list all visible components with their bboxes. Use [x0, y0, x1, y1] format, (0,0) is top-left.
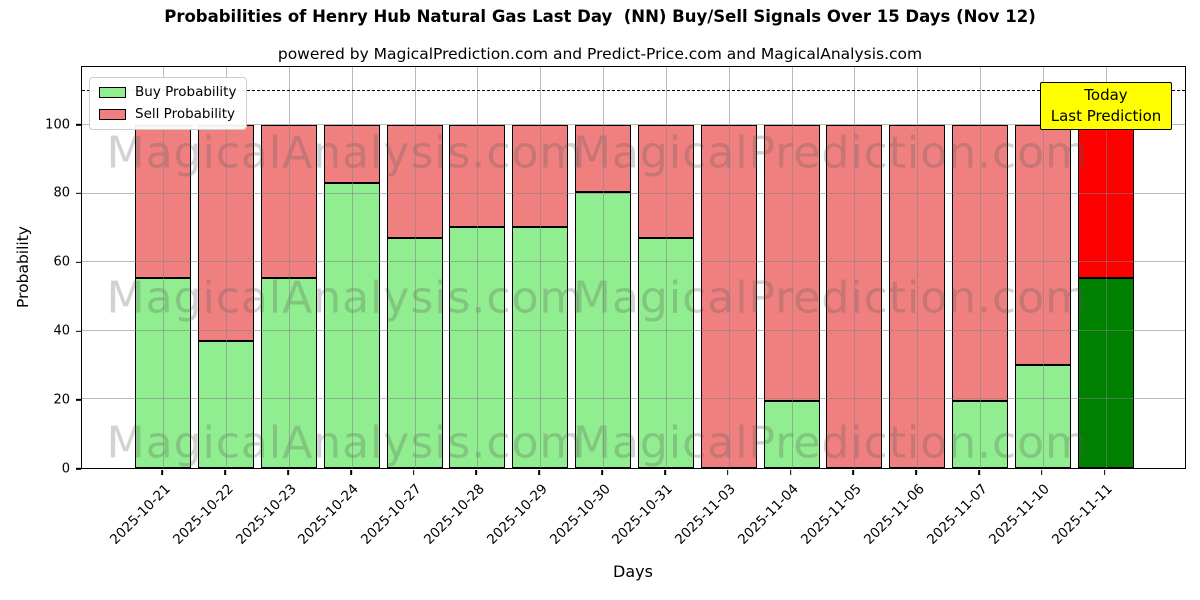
v-gridline [791, 67, 793, 468]
x-tick-label-text: 2025-10-28 [420, 481, 488, 548]
watermark-text: MagicalPrediction.com [573, 272, 1089, 324]
h-gridline [82, 398, 1185, 400]
v-gridline [1042, 67, 1044, 468]
v-gridline [163, 67, 165, 468]
x-tick [538, 470, 541, 475]
legend-swatch-sell [99, 108, 126, 120]
today-annotation-line: Today [1084, 86, 1128, 104]
watermark-text: MagicalPrediction.com [573, 127, 1089, 179]
x-tick-label-text: 2025-10-29 [483, 481, 551, 548]
legend-label: Buy Probability [135, 84, 237, 100]
v-gridline [917, 67, 919, 468]
watermark-text: MagicalPrediction.com [573, 417, 1089, 469]
y-tick [76, 123, 81, 126]
v-gridline [477, 67, 479, 468]
today-annotation: Today Last Prediction [1040, 82, 1172, 131]
watermark-text: MagicalAnalysis.com [106, 272, 584, 324]
x-tick-label-text: 2025-10-31 [609, 481, 677, 548]
watermark-text: MagicalAnalysis.com [106, 127, 584, 179]
legend-item: Sell Probability [99, 106, 236, 122]
legend-item: Buy Probability [99, 84, 236, 100]
y-tick-label: 60 [53, 254, 70, 270]
x-axis-label: Days [613, 562, 653, 581]
v-gridline [854, 67, 856, 468]
x-tick [601, 470, 603, 475]
v-gridline [351, 67, 353, 468]
x-tick [287, 470, 289, 475]
x-tick [224, 470, 227, 475]
y-tick-label: 40 [53, 323, 70, 339]
x-tick-label-text: 2025-11-03 [672, 481, 740, 548]
x-tick [726, 470, 729, 475]
x-tick [915, 470, 917, 475]
y-tick [76, 468, 81, 470]
x-tick [852, 470, 855, 475]
grid-layer [82, 67, 1185, 468]
x-tick [1103, 470, 1106, 475]
y-tick-label: 100 [45, 117, 70, 133]
y-tick-label: 20 [53, 392, 70, 408]
legend: Buy Probability Sell Probability [89, 77, 248, 130]
x-tick-label-text: 2025-10-21 [106, 481, 174, 548]
chart-title: Probabilities of Henry Hub Natural Gas L… [164, 7, 1036, 26]
plot-area: Buy Probability Sell Probability Today L… [81, 66, 1186, 469]
x-tick-label-text: 2025-11-10 [986, 481, 1054, 548]
x-tick-label-text: 2025-10-24 [295, 481, 363, 548]
x-tick-label-text: 2025-11-06 [860, 481, 928, 548]
x-tick-label-text: 2025-10-27 [358, 481, 425, 548]
x-tick [412, 470, 415, 475]
x-tick-label-text: 2025-11-11 [1049, 481, 1116, 548]
x-tick-label-text: 2025-10-30 [546, 481, 614, 548]
today-annotation-line: Last Prediction [1050, 106, 1162, 125]
x-tick [350, 470, 352, 475]
x-tick [1040, 470, 1043, 475]
v-gridline [540, 67, 542, 468]
y-tick [76, 399, 81, 401]
y-axis: 0 20 40 60 80 100 [0, 66, 81, 476]
legend-label: Sell Probability [135, 106, 236, 122]
v-gridline [289, 67, 291, 468]
v-gridline [979, 67, 981, 468]
x-tick-label-text: 2025-10-22 [169, 481, 237, 548]
x-tick-label-text: 2025-11-04 [735, 481, 802, 548]
v-gridline [728, 67, 730, 468]
x-tick-label-text: 2025-11-05 [797, 481, 865, 548]
x-tick-label-text: 2025-11-07 [923, 481, 991, 548]
y-tick-label: 0 [61, 461, 70, 477]
legend-swatch-buy [99, 86, 126, 98]
h-gridline [82, 124, 1185, 126]
h-gridline [82, 261, 1185, 263]
y-tick [76, 192, 81, 195]
x-tick [789, 470, 792, 475]
x-axis: 2025-10-21 2025-10-22 2025-10-23 2025-10-24… [81, 470, 1186, 595]
h-gridline [82, 192, 1185, 194]
y-axis-label: Probability [14, 226, 32, 308]
y-tick [76, 330, 81, 333]
threshold-dashline [82, 90, 1185, 91]
watermark-layer: MagicalAnalysis.com MagicalPrediction.com… [82, 67, 1185, 469]
y-tick [76, 261, 81, 264]
v-gridline [665, 67, 667, 468]
x-tick [475, 470, 478, 475]
v-gridline [1105, 67, 1107, 468]
y-tick-label: 80 [53, 185, 70, 201]
x-tick [664, 470, 666, 475]
x-tick [161, 470, 164, 475]
v-gridline [603, 67, 605, 468]
h-gridline [82, 329, 1185, 331]
chart-subtitle: powered by MagicalPrediction.com and Pre… [277, 45, 923, 63]
x-tick-label-text: 2025-10-23 [232, 481, 300, 548]
watermark-text: MagicalAnalysis.com [106, 417, 584, 469]
x-tick [978, 470, 980, 475]
v-gridline [226, 67, 228, 468]
v-gridline [414, 67, 416, 468]
